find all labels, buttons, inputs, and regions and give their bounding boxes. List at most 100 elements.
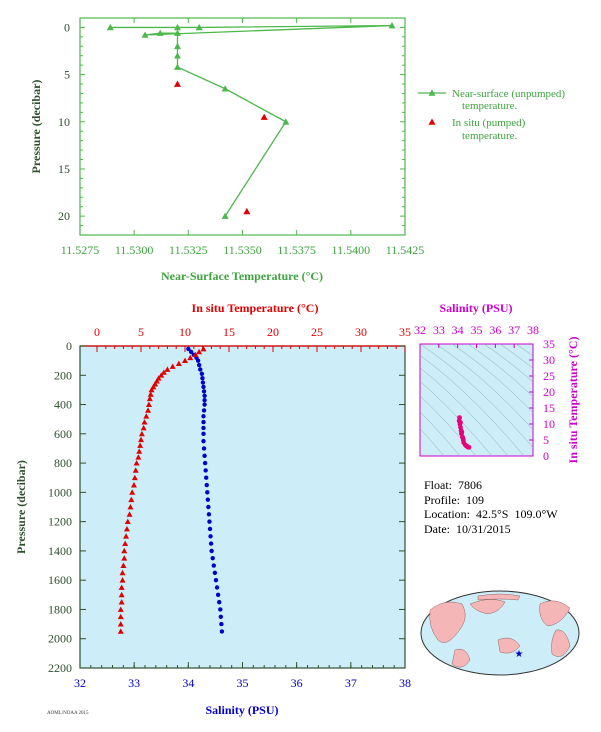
unpumped-point	[141, 31, 149, 38]
salinity-point	[201, 446, 207, 451]
salinity-point	[219, 629, 225, 634]
temperature-point	[140, 424, 147, 431]
ts-point	[458, 420, 463, 425]
temperature-point	[164, 366, 171, 372]
legend-label-pumped-2: temperature.	[462, 130, 518, 142]
temperature-point	[147, 391, 154, 397]
temperature-point	[141, 419, 148, 425]
ts-temperature-label: In situ Temperature (°C)	[566, 337, 580, 464]
x-tick-label: 11.5375	[277, 243, 316, 257]
temperature-tick-label: 10	[179, 325, 191, 339]
ts-x-tick-label: 32	[414, 323, 426, 337]
y-tick-label: 0	[64, 20, 70, 34]
salinity-point	[213, 577, 219, 583]
temperature-point	[130, 482, 137, 488]
salinity-point	[218, 607, 223, 612]
salinity-point	[203, 468, 208, 473]
density-contour	[420, 354, 525, 456]
ts-x-tick-label: 34	[452, 323, 464, 337]
continent-shape	[551, 629, 571, 657]
temperature-point	[117, 621, 124, 627]
near-surface-y-axis-label: Pressure (decibar)	[29, 80, 43, 174]
temperature-point	[135, 454, 142, 460]
x-tick-label: 11.5400	[332, 243, 371, 257]
near-surface-plot-frame	[79, 17, 406, 236]
temperature-point	[158, 372, 165, 378]
ts-y-tick-label: 10	[543, 417, 555, 431]
ts-y-tick-label: 0	[543, 449, 549, 463]
ts-salinity-label: Salinity (PSU)	[439, 301, 512, 315]
unpumped-point	[174, 23, 181, 31]
salinity-point	[214, 585, 220, 590]
temperature-point	[133, 460, 140, 466]
temperature-tick-label: 25	[311, 325, 323, 339]
temperature-point	[200, 345, 207, 352]
profile-plot-frame	[79, 345, 406, 669]
salinity-point	[202, 453, 207, 458]
temperature-point	[119, 577, 126, 583]
salinity-point	[212, 570, 218, 576]
salinity-tick-label: 33	[128, 676, 140, 690]
salinity-point	[201, 419, 206, 425]
temperature-point	[117, 613, 124, 620]
temperature-point	[143, 413, 150, 419]
temperature-point	[129, 489, 136, 495]
x-tick-label: 11.5275	[61, 243, 100, 257]
pressure-tick-label: 0	[66, 339, 72, 353]
salinity-point	[199, 371, 205, 377]
ts-x-tick-label: 33	[433, 323, 445, 337]
float-number: Float: 7806	[424, 478, 483, 492]
temperature-point	[123, 533, 130, 539]
temperature-point	[169, 363, 176, 369]
float-location-marker: ★	[515, 649, 524, 660]
pressure-tick-label: 800	[54, 456, 72, 470]
pressure-tick-label: 2000	[48, 632, 72, 646]
unpumped-point	[282, 118, 290, 125]
temperature-point	[118, 591, 125, 598]
salinity-point	[202, 460, 208, 466]
temperature-point	[121, 555, 128, 561]
legend-label-unpumped-2: temperature.	[462, 100, 518, 112]
salinity-point	[208, 534, 213, 539]
unpumped-point	[174, 29, 181, 36]
y-tick-label: 20	[58, 209, 70, 223]
ts-point	[460, 436, 466, 441]
salinity-point	[200, 380, 206, 385]
unpumped-point	[221, 212, 229, 219]
x-tick-label: 11.5425	[386, 243, 425, 257]
pumped-point	[243, 207, 251, 215]
ts-y-tick-label: 25	[543, 369, 555, 383]
salinity-tick-label: 37	[345, 676, 357, 690]
salinity-point	[200, 376, 205, 381]
temperature-point	[160, 369, 167, 375]
salinity-point	[201, 389, 207, 394]
salinity-point	[205, 490, 210, 495]
salinity-point	[201, 425, 206, 431]
temperature-point	[120, 562, 127, 568]
density-contour	[467, 344, 533, 398]
temperature-point	[145, 401, 152, 407]
temperature-point	[117, 606, 124, 612]
pressure-tick-label: 1200	[48, 515, 72, 529]
pumped-point	[174, 80, 181, 87]
ts-x-tick-label: 37	[508, 323, 520, 337]
density-contour	[483, 344, 533, 383]
unpumped-point	[195, 23, 203, 31]
pressure-tick-label: 1800	[48, 602, 72, 616]
salinity-point	[215, 592, 221, 598]
x-tick-label: 11.5325	[169, 243, 208, 257]
density-contour	[420, 428, 445, 456]
salinity-point	[188, 349, 194, 355]
ts-point	[463, 443, 469, 449]
salinity-point	[218, 614, 224, 619]
pressure-tick-label: 1600	[48, 573, 72, 587]
ts-y-tick-label: 30	[543, 353, 555, 367]
pressure-tick-label: 1400	[48, 544, 72, 558]
legend-label-pumped: In situ (pumped)	[452, 117, 526, 129]
salinity-point	[201, 431, 206, 437]
y-tick-label: 15	[58, 162, 70, 176]
ts-point	[459, 429, 465, 435]
temperature-point	[137, 442, 144, 448]
temperature-point	[119, 569, 126, 576]
salinity-point	[195, 358, 201, 363]
